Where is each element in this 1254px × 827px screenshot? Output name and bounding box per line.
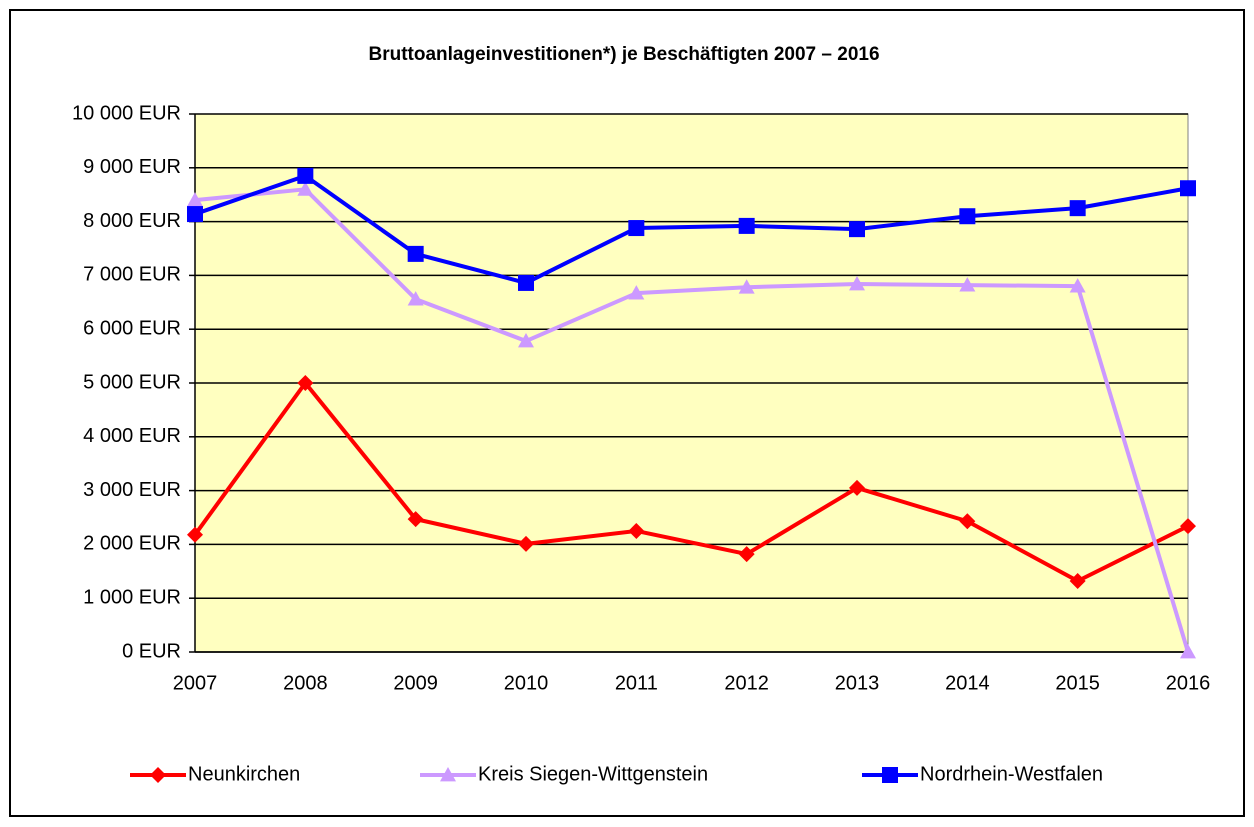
marker: [738, 217, 755, 234]
marker: [518, 274, 534, 291]
y-tick-label: 0 EUR: [122, 640, 181, 662]
marker: [297, 167, 314, 184]
marker: [849, 276, 865, 291]
chart-title: Bruttoanlageinvestitionen*) je Beschäfti…: [368, 44, 879, 65]
y-tick-label: 1 000 EUR: [83, 586, 181, 608]
y-tick-label: 10 000 EUR: [72, 102, 181, 124]
legend-marker: [150, 767, 166, 783]
marker: [407, 511, 424, 528]
legend-label: Neunkirchen: [188, 763, 300, 785]
legend-label: Kreis Siegen-Wittgenstein: [478, 763, 708, 785]
x-tick-label: 2016: [1166, 672, 1211, 694]
marker: [628, 285, 645, 300]
marker: [1069, 278, 1086, 293]
y-tick-label: 3 000 EUR: [83, 479, 181, 501]
marker: [297, 181, 314, 196]
marker: [518, 333, 534, 348]
marker: [187, 206, 203, 223]
marker: [959, 277, 976, 292]
x-tick-label: 2009: [393, 672, 438, 694]
marker: [738, 546, 755, 563]
y-tick-label: 4 000 EUR: [83, 425, 181, 447]
x-tick-label: 2007: [173, 672, 218, 694]
marker: [738, 279, 755, 294]
x-tick-label: 2013: [835, 672, 880, 694]
marker: [1180, 644, 1196, 659]
marker: [849, 479, 865, 496]
marker: [1069, 572, 1086, 589]
marker: [1069, 200, 1086, 217]
marker: [1180, 518, 1196, 535]
marker: [628, 522, 645, 539]
marker: [187, 192, 203, 207]
y-tick-label: 8 000 EUR: [83, 210, 181, 232]
series-line: [193, 381, 1189, 583]
y-tick-label: 5 000 EUR: [83, 371, 181, 393]
marker: [959, 513, 976, 530]
marker: [628, 220, 645, 237]
marker: [849, 221, 865, 238]
marker: [518, 535, 534, 552]
x-tick-label: 2014: [945, 672, 990, 694]
legend-marker: [882, 767, 898, 783]
marker: [959, 208, 976, 225]
x-tick-label: 2010: [504, 672, 549, 694]
marker: [407, 291, 424, 306]
x-tick-label: 2015: [1055, 672, 1100, 694]
x-tick-label: 2012: [724, 672, 769, 694]
marker: [187, 526, 203, 543]
series-line: [194, 173, 1189, 285]
x-tick-label: 2011: [615, 672, 658, 694]
y-tick-label: 9 000 EUR: [83, 156, 181, 178]
marker: [297, 375, 314, 391]
x-tick-label: 2008: [283, 672, 328, 694]
y-tick-label: 2 000 EUR: [83, 533, 181, 555]
marker: [1180, 180, 1196, 197]
legend-label: Nordrhein-Westfalen: [920, 763, 1103, 785]
y-tick-label: 6 000 EUR: [83, 317, 181, 339]
series-line: [194, 187, 1190, 653]
legend-marker: [440, 767, 456, 782]
y-tick-label: 7 000 EUR: [83, 264, 181, 286]
marker: [407, 245, 424, 262]
